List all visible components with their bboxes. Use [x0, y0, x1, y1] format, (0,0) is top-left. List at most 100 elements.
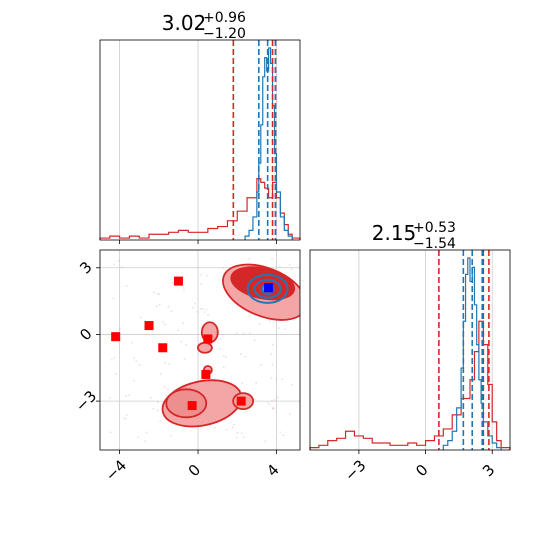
param2-title-upper: +0.53 — [413, 220, 456, 236]
sample-point — [200, 283, 203, 285]
blue-density-contour-1 — [253, 278, 282, 299]
sample-point — [192, 306, 194, 309]
param2-title: 2.15 — [372, 221, 417, 245]
sample-point — [182, 322, 185, 325]
sample-point — [248, 258, 251, 260]
sample-point — [201, 307, 204, 310]
sample-point — [170, 310, 173, 313]
sample-point — [240, 432, 243, 435]
sample-point — [271, 400, 273, 402]
sample-point — [152, 407, 155, 410]
sample-point — [273, 399, 276, 401]
sample-point — [291, 383, 294, 386]
sample-point — [260, 364, 262, 366]
red-marker-point — [236, 396, 246, 406]
sample-point — [269, 403, 271, 406]
param2-hist-frame — [309, 249, 511, 451]
sample-point — [243, 436, 245, 438]
sample-point — [242, 332, 245, 334]
param1-hist-frame — [99, 39, 301, 241]
sample-point — [272, 407, 274, 409]
sample-point — [222, 354, 225, 357]
sample-point — [289, 413, 291, 415]
sample-point — [156, 409, 159, 412]
sample-point — [194, 302, 196, 305]
red-marker-point — [158, 343, 168, 353]
param2-title-value: 2.15 — [372, 221, 417, 245]
sample-point — [272, 343, 274, 346]
sample-point — [145, 431, 148, 434]
sample-point — [282, 434, 285, 437]
sample-point — [158, 303, 161, 306]
sample-point — [177, 329, 180, 331]
sample-point — [167, 388, 169, 391]
sample-point — [160, 373, 162, 375]
sample-point — [137, 436, 139, 438]
sample-point — [135, 360, 138, 363]
sample-point — [219, 348, 221, 350]
sample-point — [163, 386, 166, 388]
sample-point — [233, 423, 235, 426]
sample-point — [281, 378, 284, 381]
red-marker-point — [111, 332, 121, 342]
sample-point — [183, 358, 186, 360]
joint-plot-area — [100, 250, 300, 450]
sample-point — [267, 402, 269, 404]
sample-point — [279, 266, 281, 269]
sample-point — [158, 293, 161, 296]
sample-point — [290, 268, 293, 271]
joint-y-tick-label: 0 — [76, 325, 95, 344]
sample-point — [276, 396, 279, 399]
sample-point — [162, 321, 165, 323]
red-marker-point — [144, 321, 154, 331]
sample-point — [157, 293, 159, 295]
sample-point — [248, 331, 251, 334]
sample-point — [258, 323, 261, 325]
sample-point — [179, 340, 182, 343]
sample-point — [112, 297, 115, 300]
joint-x-tick-label: 0 — [185, 461, 204, 480]
param2-x-tick-label: 0 — [412, 461, 431, 480]
sample-point — [125, 394, 127, 397]
panel-param2-histogram: −3 0 3 — [309, 249, 511, 485]
sample-point — [244, 355, 247, 358]
sample-point — [123, 417, 125, 420]
param1-title-upper: +0.96 — [203, 10, 246, 26]
sample-point — [171, 282, 174, 284]
sample-point — [159, 420, 161, 423]
sample-point — [269, 320, 271, 323]
joint-y-tick-label: 3 — [76, 258, 95, 277]
joint-x-tick-label: 4 — [263, 461, 282, 480]
sample-point — [168, 363, 171, 365]
sample-point — [272, 408, 275, 411]
sample-point — [253, 339, 256, 342]
sample-point — [111, 358, 113, 361]
sample-point — [113, 263, 116, 266]
red-density-outer-mid2 — [197, 341, 213, 354]
sample-point — [108, 397, 111, 399]
sample-point — [225, 429, 228, 431]
sample-point — [156, 401, 159, 403]
sample-point — [248, 315, 251, 317]
blue-marker-point — [264, 283, 274, 293]
red-marker-point — [173, 276, 183, 286]
sample-point — [165, 394, 167, 396]
sample-point — [128, 394, 130, 397]
sample-point — [205, 308, 208, 311]
sample-point — [109, 431, 112, 434]
panel-param1-histogram — [99, 39, 301, 244]
sample-point — [255, 382, 257, 384]
sample-point — [231, 426, 234, 429]
red-marker-point — [201, 369, 211, 379]
sample-point — [138, 364, 141, 366]
sample-point — [125, 414, 128, 417]
sample-point — [153, 291, 156, 294]
sample-point — [139, 316, 142, 319]
param1-title-value: 3.02 — [162, 11, 207, 35]
sample-point — [144, 440, 147, 443]
sample-point — [270, 377, 273, 380]
sample-point — [236, 432, 239, 434]
sample-point — [271, 363, 274, 366]
sample-point — [264, 440, 267, 443]
